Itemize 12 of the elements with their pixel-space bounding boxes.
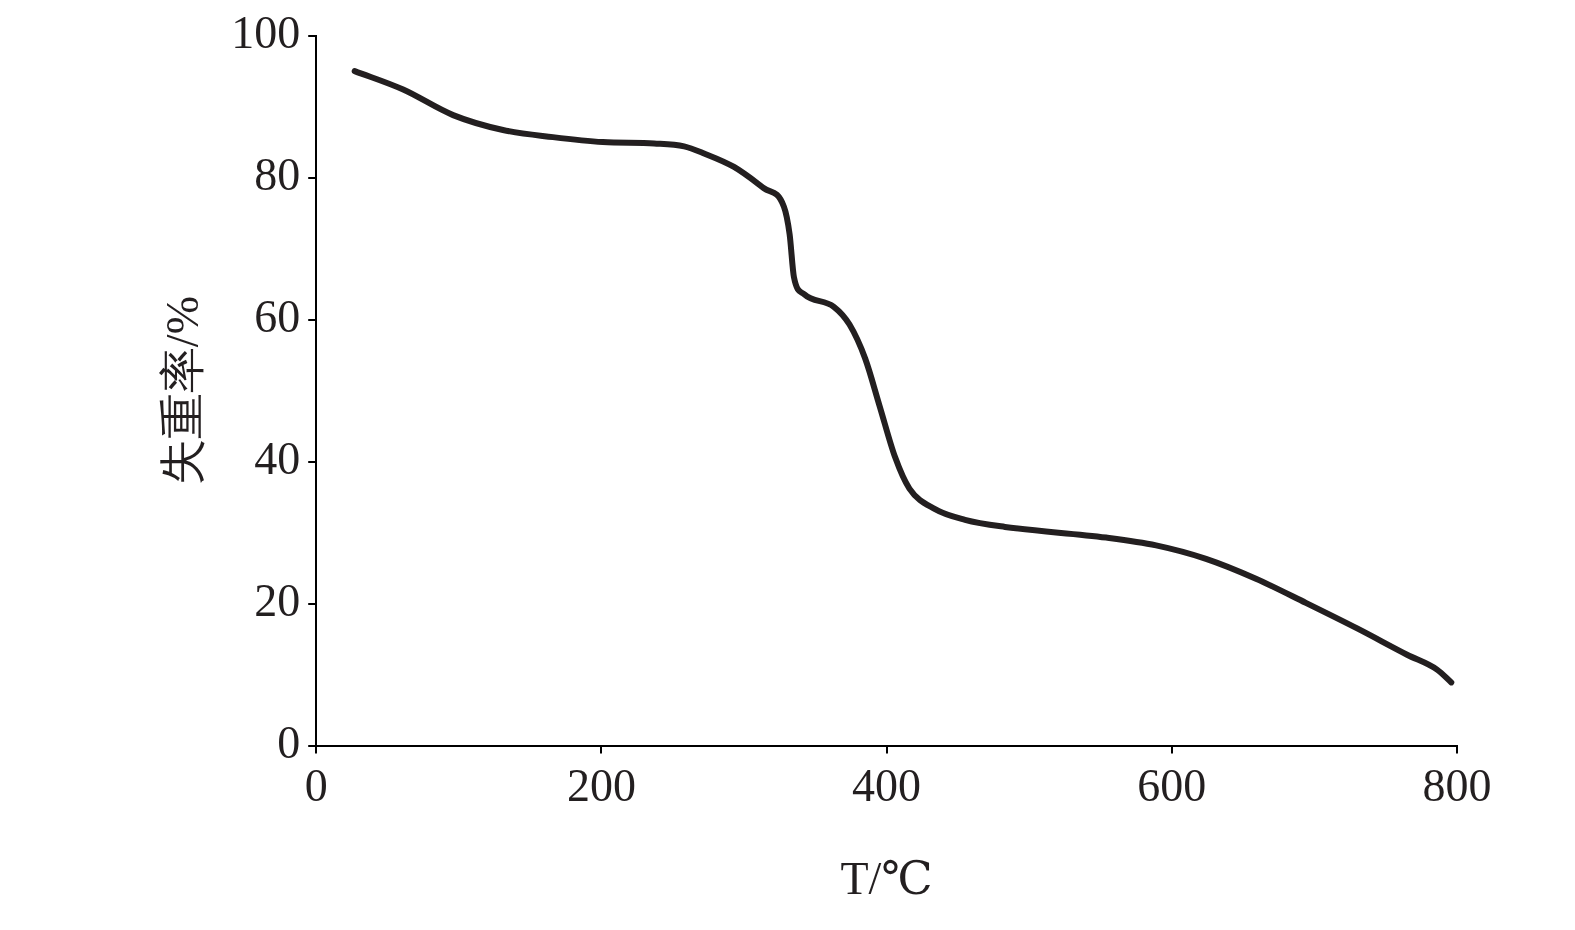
x-tick-label: 800 xyxy=(1422,760,1492,812)
x-tick-label: 400 xyxy=(852,760,922,812)
y-axis-title: 失重率/% xyxy=(156,296,208,486)
y-tick-label: 80 xyxy=(254,148,301,200)
x-axis-title: T/℃ xyxy=(840,853,933,905)
y-tick-label: 60 xyxy=(254,290,301,342)
x-tick-label: 600 xyxy=(1137,760,1207,812)
y-tick-label: 100 xyxy=(231,6,301,58)
y-tick-label: 40 xyxy=(254,432,301,484)
y-tick-label: 20 xyxy=(254,574,301,626)
y-tick-label: 0 xyxy=(277,716,301,768)
x-tick-label: 200 xyxy=(566,760,636,812)
